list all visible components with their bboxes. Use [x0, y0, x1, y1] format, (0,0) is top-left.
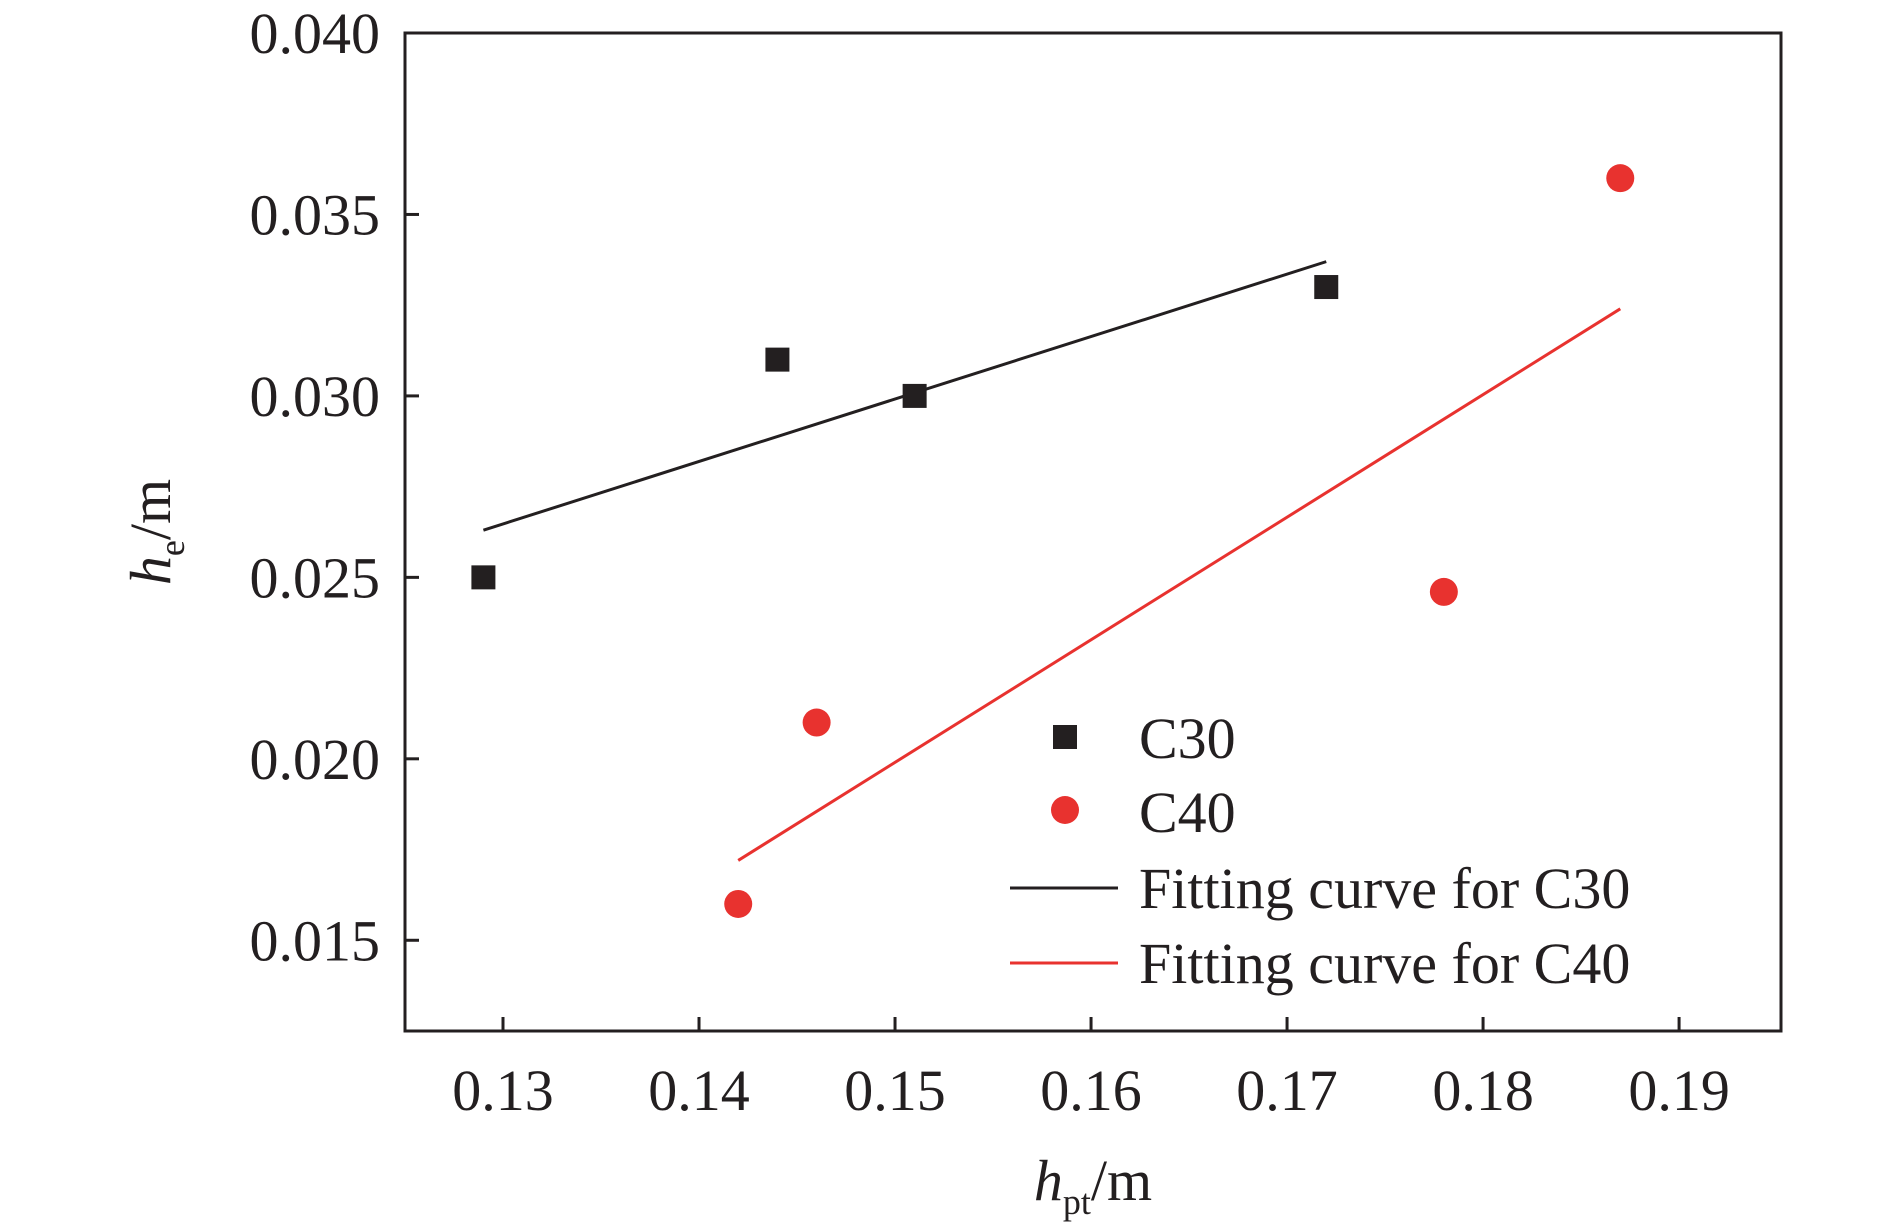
- x-tick-label: 0.18: [1432, 1058, 1534, 1123]
- point-c30: [471, 565, 496, 590]
- point-c40: [1606, 164, 1635, 193]
- y-tick-label: 0.025: [250, 545, 381, 610]
- x-tick-label: 0.17: [1236, 1058, 1338, 1123]
- y-tick-label: 0.015: [250, 908, 381, 973]
- legend-marker-c40: [1051, 796, 1079, 824]
- legend-label-c30-fit: Fitting curve for C30: [1139, 856, 1630, 921]
- x-axis-title-unit: /m: [1091, 1148, 1152, 1213]
- point-c30: [902, 383, 927, 408]
- y-tick-label: 0.040: [250, 1, 381, 66]
- legend-label-c40: C40: [1139, 780, 1236, 845]
- point-c30: [1314, 275, 1339, 300]
- x-axis-ticks: 0.13 0.14 0.15 0.16 0.17 0.18 0.19: [452, 1017, 1730, 1123]
- legend-marker-c30: [1053, 725, 1077, 749]
- legend: C30 C40 Fitting curve for C30 Fitting cu…: [1010, 706, 1630, 996]
- x-tick-label: 0.19: [1628, 1058, 1730, 1123]
- legend-label-c40-fit: Fitting curve for C40: [1139, 931, 1630, 996]
- x-tick-label: 0.13: [452, 1058, 554, 1123]
- point-c40: [802, 708, 831, 737]
- y-axis-title-main: h: [118, 556, 183, 585]
- legend-label-c30: C30: [1139, 706, 1236, 771]
- x-tick-label: 0.15: [844, 1058, 946, 1123]
- y-tick-label: 0.020: [250, 727, 381, 792]
- point-c40: [724, 889, 753, 918]
- y-axis-title-unit: /m: [118, 479, 183, 540]
- y-axis-ticks: 0.015 0.020 0.025 0.030 0.035 0.040: [250, 1, 419, 973]
- x-tick-label: 0.14: [648, 1058, 750, 1123]
- x-tick-label: 0.16: [1040, 1058, 1142, 1123]
- plot-marks: [471, 164, 1635, 918]
- x-axis-title: hpt/m: [1034, 1148, 1152, 1222]
- y-axis-title: he/m: [118, 479, 192, 585]
- y-tick-label: 0.030: [250, 364, 381, 429]
- fit-line-c40: [737, 307, 1622, 862]
- x-axis-title-sub: pt: [1063, 1182, 1091, 1222]
- x-axis-title-main: h: [1034, 1148, 1063, 1213]
- y-tick-label: 0.035: [250, 182, 381, 247]
- point-c40: [1429, 577, 1458, 606]
- point-c30: [765, 347, 790, 372]
- plot-frame: [403, 31, 1783, 1033]
- y-axis-title-sub: e: [152, 540, 192, 556]
